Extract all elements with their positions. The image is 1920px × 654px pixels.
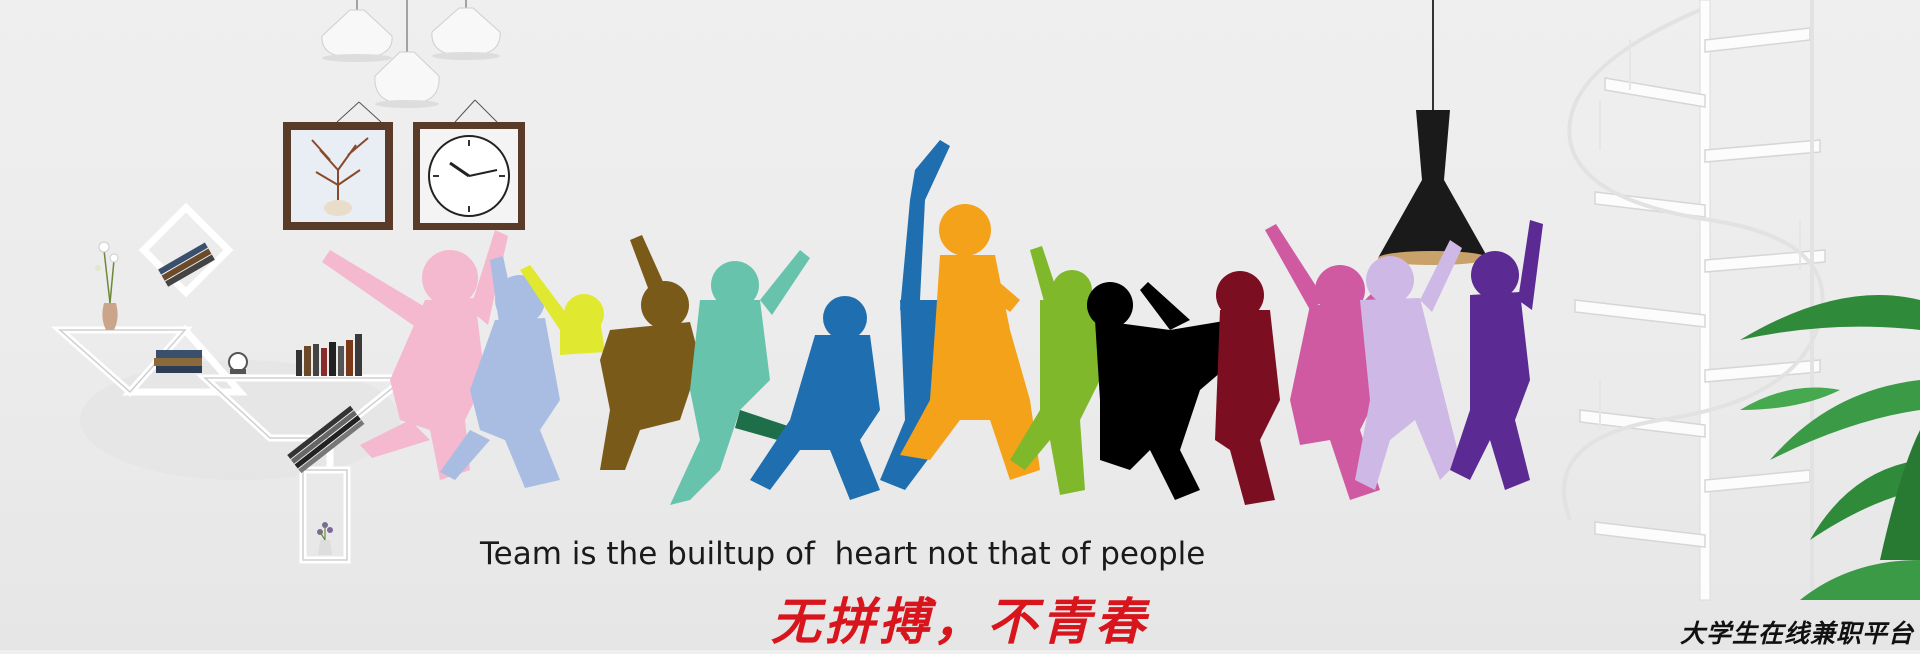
- black-lamp-icon: [1378, 0, 1488, 265]
- wall-clock-icon: [413, 99, 525, 230]
- shelf-icon: [50, 202, 415, 564]
- silhouette-purple: [1450, 220, 1543, 490]
- slogan-chinese: 无拼搏，不青春: [771, 592, 1149, 651]
- silhouette-olive: [600, 235, 700, 470]
- silhouette-teal: [670, 250, 810, 505]
- pendant-lamp-icon: [374, 0, 440, 108]
- silhouette-lavender: [1355, 240, 1462, 490]
- silhouette-orange: [900, 204, 1040, 480]
- silhouette-pink: [322, 230, 508, 480]
- picture-frame-icon: [283, 101, 393, 230]
- platform-signature: 大学生在线兼职平台: [1679, 619, 1914, 648]
- slogan-english: Team is the builtup of heart not that of…: [480, 536, 1206, 572]
- spiral-staircase-icon: [1562, 0, 1826, 601]
- pendant-lamp-icon: [431, 0, 501, 60]
- pendant-lamp-icon: [321, 0, 393, 62]
- silhouette-yellow: [520, 265, 605, 355]
- plant-icon: [1740, 295, 1920, 600]
- silhouette-maroon: [1215, 271, 1280, 505]
- jumping-people-silhouettes: [322, 140, 1543, 505]
- silhouette-black: [1087, 282, 1235, 500]
- silhouette-green: [1010, 246, 1100, 495]
